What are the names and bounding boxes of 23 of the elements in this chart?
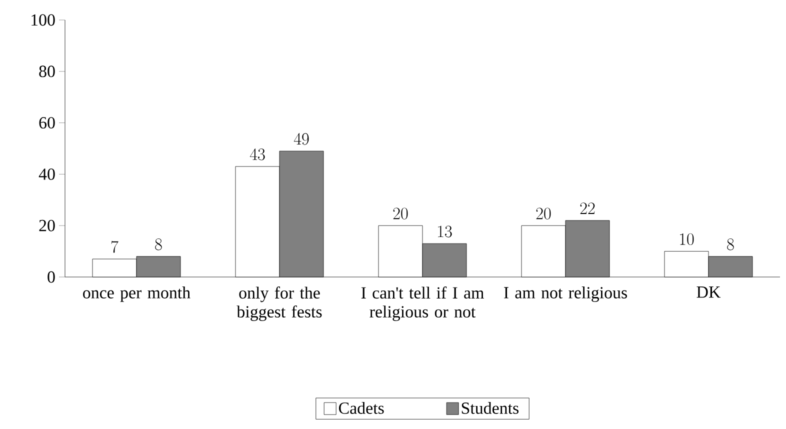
x-tick-label: I can't tell if I am religious or not — [361, 286, 484, 322]
y-tick-label: 100 — [32, 14, 55, 26]
data-label: 8 — [155, 238, 162, 250]
data-label: 20 — [536, 208, 551, 220]
data-label: 13 — [438, 226, 452, 238]
data-label: 49 — [294, 133, 309, 145]
data-label: 22 — [580, 202, 595, 214]
x-tick-label: once per month — [83, 286, 190, 302]
legend-label: Students — [462, 402, 519, 414]
data-label: 7 — [111, 240, 118, 253]
data-label: 10 — [680, 233, 694, 246]
x-tick-label: DK — [696, 286, 721, 298]
data-label: 20 — [393, 208, 408, 220]
data-label: 8 — [727, 238, 734, 250]
data-label: 43 — [250, 148, 265, 160]
y-tick-label: 80 — [39, 66, 55, 78]
legend-label: Cadets — [338, 402, 384, 414]
y-tick-label: 40 — [38, 168, 55, 180]
y-tick-label: 20 — [39, 220, 55, 232]
x-tick-label: only for the biggest fests — [236, 286, 322, 322]
y-tick-label: 0 — [48, 271, 55, 283]
x-tick-label: I am not religious — [504, 286, 627, 302]
y-tick-label: 60 — [39, 117, 55, 129]
